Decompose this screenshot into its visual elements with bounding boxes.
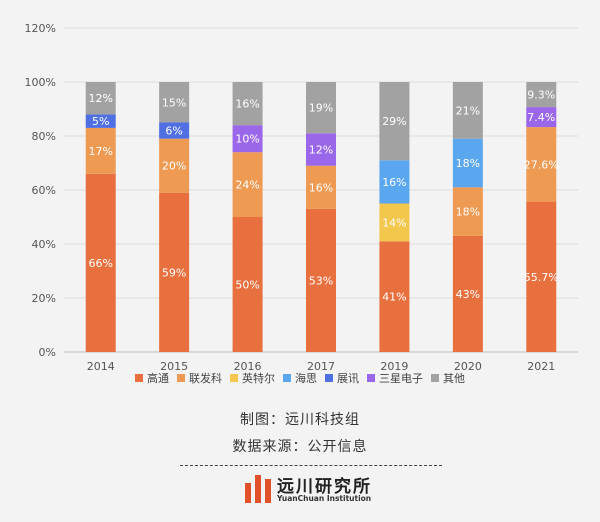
- stacked-bar-chart: 0% 20% 40% 60% 80% 100% 120% 66% 17% 5% 12% 2014 59%…: [25, 22, 578, 385]
- bar-segment: [526, 107, 557, 128]
- y-tick-label: 20%: [32, 292, 56, 305]
- bar-segment: [379, 241, 410, 352]
- legend-swatch: [431, 374, 439, 382]
- bar-segment: [526, 201, 557, 352]
- logo-name-en: YuanChuan Institution: [277, 494, 372, 503]
- chart-maker-caption: 制图：远川科技组: [240, 412, 360, 428]
- data-source-caption: 数据来源：公开信息: [232, 439, 368, 455]
- bar-segment: [85, 114, 116, 128]
- y-tick-label: 100%: [25, 76, 56, 89]
- bar-segment: [85, 173, 116, 352]
- bar-segment: [232, 125, 263, 153]
- data-label: 6%: [165, 125, 182, 138]
- data-label: 43%: [456, 288, 480, 301]
- legend-swatch: [325, 374, 333, 382]
- bar-segment: [85, 82, 116, 115]
- data-label: 20%: [162, 160, 186, 173]
- data-label: 5%: [92, 115, 109, 128]
- y-tick-label: 80%: [32, 130, 56, 143]
- institution-logo: 远川研究所 YuanChuan Institution: [245, 470, 375, 508]
- bar-segment: [232, 82, 263, 126]
- data-label: 15%: [162, 96, 186, 109]
- data-label: 27.6%: [524, 158, 559, 171]
- bar-segment: [379, 203, 410, 242]
- bar-segment: [452, 187, 483, 236]
- bar-segment: [452, 138, 483, 188]
- data-label: 14%: [382, 216, 406, 229]
- x-tick-label: 2021: [527, 360, 555, 373]
- y-tick-label: 60%: [32, 184, 56, 197]
- legend-swatch: [367, 374, 375, 382]
- data-label: 12%: [88, 92, 112, 105]
- x-tick-label: 2016: [234, 360, 262, 373]
- logo-name-cn: 远川研究所: [277, 477, 372, 497]
- data-label: 9.3%: [527, 89, 555, 102]
- legend-swatch: [283, 374, 291, 382]
- bar-segment: [526, 82, 557, 108]
- bar-segment: [159, 82, 190, 123]
- legend-label: 高通: [147, 371, 169, 385]
- x-tick-label: 2014: [87, 360, 115, 373]
- bar-segment: [452, 82, 483, 139]
- data-label: 12%: [309, 144, 333, 157]
- legend-label: 其他: [443, 372, 465, 385]
- bar-segment: [379, 160, 410, 204]
- data-label: 17%: [88, 145, 112, 158]
- data-label: 41%: [382, 291, 406, 304]
- data-label: 53%: [309, 274, 333, 287]
- legend-swatch: [230, 374, 238, 382]
- bar-segment: [526, 127, 557, 202]
- dashed-divider: [180, 465, 442, 466]
- legend-swatch: [177, 374, 185, 382]
- bar-segment: [452, 235, 483, 352]
- y-tick-label: 0%: [39, 346, 56, 359]
- data-label: 29%: [382, 115, 406, 128]
- bar-segment: [159, 138, 190, 193]
- data-label: 19%: [309, 102, 333, 115]
- x-tick-label: 2020: [454, 360, 482, 373]
- data-label: 24%: [235, 179, 259, 192]
- y-tick-label: 40%: [32, 238, 56, 251]
- bar-segment: [159, 192, 190, 352]
- legend-swatch: [135, 374, 143, 382]
- bar-segment: [306, 208, 336, 352]
- x-tick-label: 2017: [307, 360, 335, 373]
- legend-label: 联发科: [189, 371, 222, 385]
- legend-label: 展讯: [337, 372, 359, 385]
- data-label: 50%: [235, 279, 259, 292]
- data-label: 7.4%: [527, 111, 555, 124]
- data-label: 18%: [456, 206, 480, 219]
- data-label: 59%: [162, 266, 186, 279]
- bar-segment: [306, 82, 336, 134]
- legend-label: 三星电子: [379, 372, 423, 385]
- legend-label: 海思: [295, 371, 317, 385]
- x-tick-label: 2019: [380, 360, 408, 373]
- bar-segment: [379, 82, 410, 161]
- bar-segment: [306, 165, 336, 209]
- data-label: 10%: [235, 133, 259, 146]
- data-label: 16%: [382, 176, 406, 189]
- bar-segment: [232, 152, 263, 217]
- bar-segment: [306, 133, 336, 166]
- data-label: 55.7%: [524, 271, 559, 284]
- x-tick-label: 2015: [160, 360, 188, 373]
- data-label: 66%: [88, 257, 112, 270]
- logo-mark-icon: [245, 475, 271, 503]
- legend-label: 英特尔: [242, 371, 275, 385]
- bar-segment: [232, 217, 263, 352]
- y-tick-label: 120%: [25, 22, 56, 35]
- bar-segment: [159, 122, 190, 139]
- bar-segment: [85, 127, 116, 174]
- data-label: 16%: [235, 98, 259, 111]
- data-label: 18%: [456, 157, 480, 170]
- data-label: 16%: [309, 181, 333, 194]
- data-label: 21%: [456, 104, 480, 117]
